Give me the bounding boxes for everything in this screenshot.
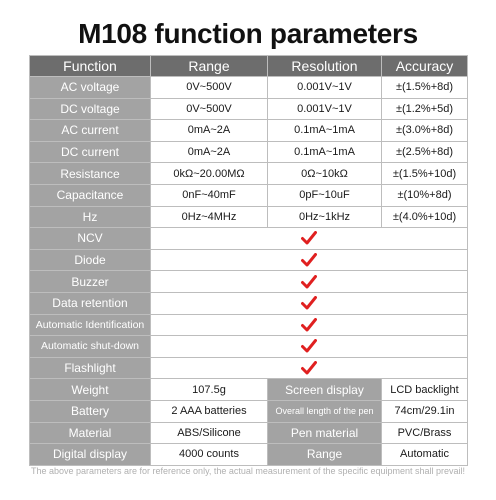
feature-label: Automatic Identification xyxy=(29,313,151,337)
resolution-cell: 0pF~10uF xyxy=(267,183,382,207)
range-cell: 0kΩ~20.00MΩ xyxy=(150,162,268,185)
function-label: AC voltage xyxy=(29,76,151,99)
feature-row: NCV xyxy=(29,227,468,250)
feature-support-cell xyxy=(150,248,468,272)
feature-row: Automatic shut-down xyxy=(29,335,468,358)
table-row: Capacitance 0nF~40mF 0pF~10uF ±(10%+8d) xyxy=(29,183,468,207)
spec-label: Digital display xyxy=(29,443,151,466)
spec-value: 107.5g xyxy=(150,378,268,401)
red-checkmark-icon xyxy=(301,339,317,353)
spec-value: 4000 counts xyxy=(150,443,268,466)
accuracy-cell: ±(1.5%+8d) xyxy=(381,76,468,99)
feature-label: Diode xyxy=(29,248,151,272)
spec-value: ABS/Silicone xyxy=(150,421,268,445)
range-cell: 0mA~2A xyxy=(150,119,268,142)
feature-label: Data retention xyxy=(29,291,151,315)
accuracy-cell: ±(10%+8d) xyxy=(381,183,468,207)
resolution-cell: 0.1mA~1mA xyxy=(267,119,382,142)
accuracy-cell: ±(3.0%+8d) xyxy=(381,119,468,142)
header-resolution: Resolution xyxy=(267,55,382,77)
feature-label: Buzzer xyxy=(29,270,151,293)
feature-row: Buzzer xyxy=(29,270,468,293)
table-row: AC current 0mA~2A 0.1mA~1mA ±(3.0%+8d) xyxy=(29,119,468,142)
spec-label: Battery xyxy=(29,399,151,423)
accuracy-cell: ±(4.0%+10d) xyxy=(381,205,468,229)
range-cell: 0V~500V xyxy=(150,97,268,121)
table-row: AC voltage 0V~500V 0.001V~1V ±(1.5%+8d) xyxy=(29,76,468,99)
page-title: M108 function parameters xyxy=(78,18,418,49)
red-checkmark-icon xyxy=(301,317,317,332)
table-row: Resistance 0kΩ~20.00MΩ 0Ω~10kΩ ±(1.5%+10… xyxy=(29,162,468,185)
feature-row: Flashlight xyxy=(29,356,468,380)
spec-value: 2 AAA batteries xyxy=(150,399,268,423)
red-checkmark-icon xyxy=(301,296,317,310)
spec-value: PVC/Brass xyxy=(381,421,468,445)
function-label: Resistance xyxy=(29,162,151,185)
spec-value: Automatic xyxy=(381,443,468,466)
spec-label: Pen material xyxy=(267,421,382,445)
red-checkmark-icon xyxy=(301,253,317,267)
function-label: DC voltage xyxy=(29,97,151,121)
red-checkmark-icon xyxy=(301,231,317,245)
feature-row: Diode xyxy=(29,248,468,272)
range-cell: 0nF~40mF xyxy=(150,183,268,207)
spec-row: Digital display 4000 counts Range Automa… xyxy=(29,443,468,466)
feature-support-cell xyxy=(150,335,468,358)
header-range: Range xyxy=(150,55,268,77)
spec-label: Material xyxy=(29,421,151,445)
table-row: DC current 0mA~2A 0.1mA~1mA ±(2.5%+8d) xyxy=(29,140,468,164)
function-label: AC current xyxy=(29,119,151,142)
feature-label: Flashlight xyxy=(29,356,151,380)
feature-label: NCV xyxy=(29,227,151,250)
range-cell: 0mA~2A xyxy=(150,140,268,164)
resolution-cell: 0.001V~1V xyxy=(267,76,382,99)
accuracy-cell: ±(1.2%+5d) xyxy=(381,97,468,121)
resolution-cell: 0Hz~1kHz xyxy=(267,205,382,229)
disclaimer-footnote: The above parameters are for reference o… xyxy=(30,466,466,476)
spec-label: Weight xyxy=(29,378,151,401)
spec-value: 74cm/29.1in xyxy=(381,399,468,423)
header-function: Function xyxy=(29,55,151,77)
resolution-cell: 0.001V~1V xyxy=(267,97,382,121)
spec-row: Material ABS/Silicone Pen material PVC/B… xyxy=(29,421,468,445)
function-label: DC current xyxy=(29,140,151,164)
accuracy-cell: ±(2.5%+8d) xyxy=(381,140,468,164)
spec-label: Overall length of the pen xyxy=(267,399,382,423)
feature-support-cell xyxy=(150,291,468,315)
resolution-cell: 0.1mA~1mA xyxy=(267,140,382,164)
feature-support-cell xyxy=(150,270,468,293)
range-cell: 0V~500V xyxy=(150,76,268,99)
table-row: Hz 0Hz~4MHz 0Hz~1kHz ±(4.0%+10d) xyxy=(29,205,468,229)
feature-row: Data retention xyxy=(29,291,468,315)
red-checkmark-icon xyxy=(301,361,317,375)
feature-support-cell xyxy=(150,227,468,250)
range-cell: 0Hz~4MHz xyxy=(150,205,268,229)
accuracy-cell: ±(1.5%+10d) xyxy=(381,162,468,185)
spec-label: Screen display xyxy=(267,378,382,401)
function-label: Hz xyxy=(29,205,151,229)
feature-support-cell xyxy=(150,313,468,337)
spec-row: Weight 107.5g Screen display LCD backlig… xyxy=(29,378,468,401)
feature-label: Automatic shut-down xyxy=(29,335,151,358)
spec-label: Range xyxy=(267,443,382,466)
function-label: Capacitance xyxy=(29,183,151,207)
resolution-cell: 0Ω~10kΩ xyxy=(267,162,382,185)
table-row: DC voltage 0V~500V 0.001V~1V ±(1.2%+5d) xyxy=(29,97,468,121)
feature-support-cell xyxy=(150,356,468,380)
feature-row: Automatic Identification xyxy=(29,313,468,337)
spec-row: Battery 2 AAA batteries Overall length o… xyxy=(29,399,468,423)
spec-value: LCD backlight xyxy=(381,378,468,401)
parameters-table: Function Range Resolution Accuracy AC vo… xyxy=(29,55,468,466)
header-accuracy: Accuracy xyxy=(381,55,468,77)
table-header-row: Function Range Resolution Accuracy xyxy=(29,55,468,77)
red-checkmark-icon xyxy=(301,274,317,289)
